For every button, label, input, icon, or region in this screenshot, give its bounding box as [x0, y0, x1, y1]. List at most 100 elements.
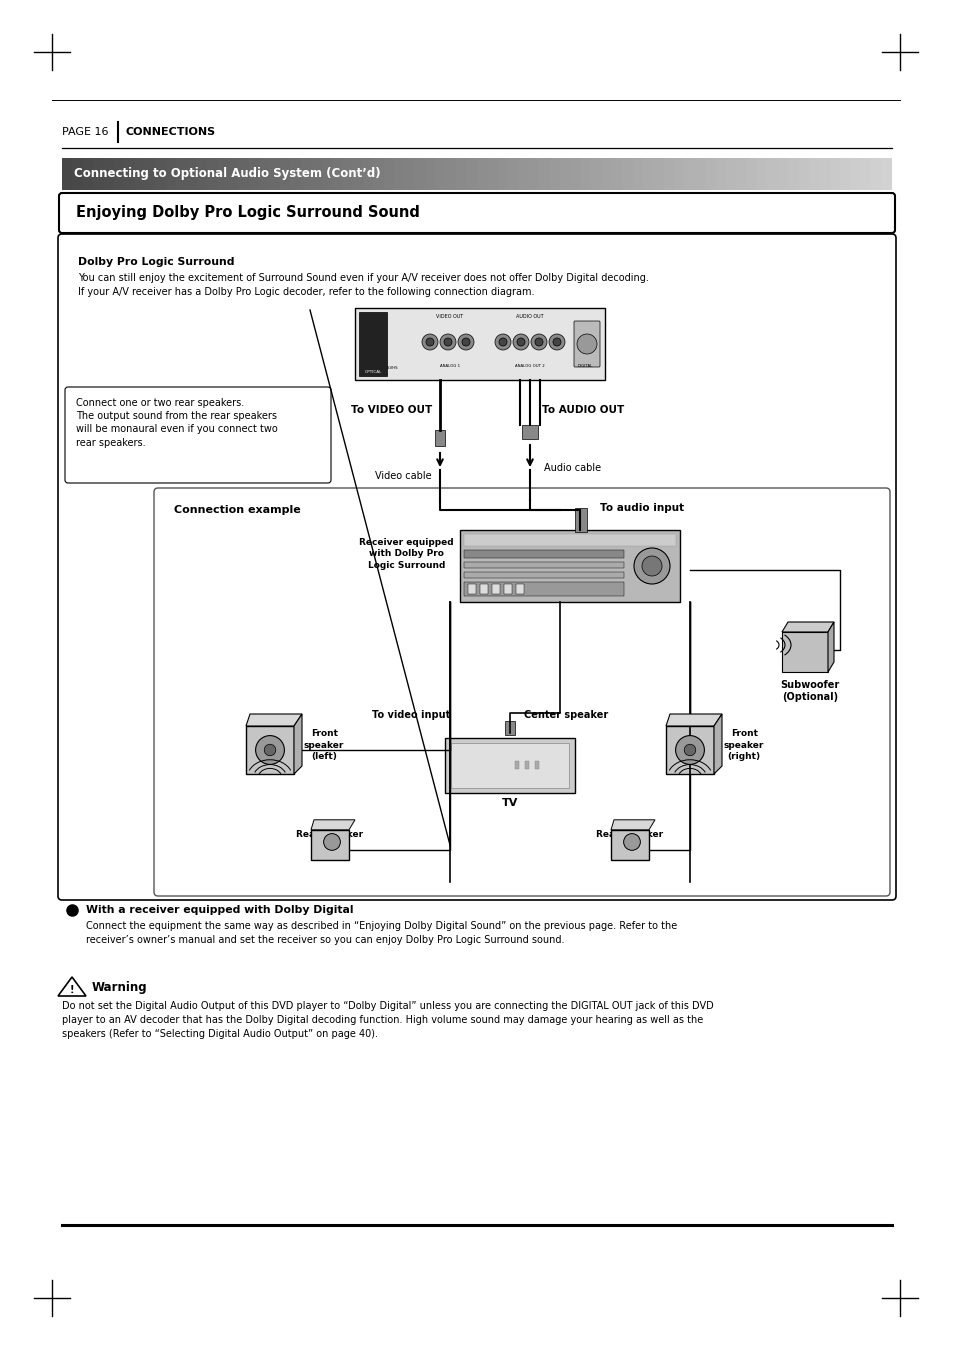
Bar	[860, 158, 871, 190]
Bar	[62, 158, 72, 190]
Bar	[451, 743, 568, 788]
Bar	[704, 158, 716, 190]
Circle shape	[641, 557, 661, 576]
Bar	[445, 158, 456, 190]
Text: You can still enjoy the excitement of Surround Sound even if your A/V receiver d: You can still enjoy the excitement of Su…	[78, 273, 648, 282]
Bar	[808, 158, 819, 190]
Bar	[463, 550, 623, 558]
Text: Connect the equipment the same way as described in “Enjoying Dolby Digital Sound: Connect the equipment the same way as de…	[86, 921, 677, 931]
Bar	[736, 158, 746, 190]
Bar	[394, 158, 404, 190]
Circle shape	[264, 744, 275, 755]
Bar	[435, 158, 446, 190]
Circle shape	[495, 334, 511, 350]
Bar	[492, 584, 499, 594]
Text: To audio input: To audio input	[599, 503, 683, 513]
Bar	[290, 158, 301, 190]
Bar	[352, 158, 363, 190]
Text: !: !	[70, 985, 74, 994]
Polygon shape	[610, 820, 655, 830]
Bar	[332, 158, 342, 190]
Bar	[521, 426, 537, 439]
Polygon shape	[781, 632, 827, 671]
FancyBboxPatch shape	[59, 193, 894, 232]
Bar	[72, 158, 83, 190]
Text: Front
speaker
(left): Front speaker (left)	[304, 730, 344, 761]
Bar	[767, 158, 778, 190]
Bar	[246, 725, 294, 774]
Bar	[850, 158, 861, 190]
Circle shape	[439, 334, 456, 350]
Text: Connect one or two rear speakers.
The output sound from the rear speakers
will b: Connect one or two rear speakers. The ou…	[76, 399, 277, 447]
Text: Audio cable: Audio cable	[543, 463, 600, 473]
Bar	[103, 158, 114, 190]
Circle shape	[623, 834, 639, 850]
Bar	[279, 158, 291, 190]
Text: To VIDEO OUT: To VIDEO OUT	[351, 405, 432, 415]
Bar	[456, 158, 467, 190]
Bar	[373, 158, 384, 190]
Bar	[819, 158, 829, 190]
Text: Rear speaker
(left): Rear speaker (left)	[296, 830, 363, 850]
Bar	[757, 158, 767, 190]
Bar	[746, 158, 757, 190]
Circle shape	[634, 549, 669, 584]
Bar	[559, 158, 570, 190]
Circle shape	[675, 735, 703, 765]
Bar	[83, 158, 93, 190]
Circle shape	[553, 338, 560, 346]
Bar	[632, 158, 643, 190]
Bar	[463, 571, 623, 578]
Bar	[610, 830, 648, 861]
Bar	[528, 158, 539, 190]
Bar	[504, 721, 515, 735]
Bar	[238, 158, 249, 190]
Bar	[124, 158, 135, 190]
Text: With a receiver equipped with Dolby Digital: With a receiver equipped with Dolby Digi…	[86, 905, 354, 915]
Text: Front
speaker
(right): Front speaker (right)	[723, 730, 763, 761]
Bar	[674, 158, 684, 190]
FancyBboxPatch shape	[574, 322, 599, 367]
Circle shape	[577, 334, 597, 354]
Bar	[787, 158, 799, 190]
Text: Subwoofer
(Optional): Subwoofer (Optional)	[780, 680, 839, 703]
FancyBboxPatch shape	[153, 488, 889, 896]
Circle shape	[498, 338, 506, 346]
Bar	[870, 158, 882, 190]
Text: ANALOG OUT 2: ANALOG OUT 2	[515, 363, 544, 367]
Bar	[516, 584, 523, 594]
Text: player to an AV decoder that has the Dolby Digital decoding function. High volum: player to an AV decoder that has the Dol…	[62, 1015, 702, 1025]
Bar	[186, 158, 197, 190]
Bar	[311, 158, 321, 190]
FancyBboxPatch shape	[65, 386, 331, 484]
Bar	[355, 308, 604, 380]
Bar	[383, 158, 395, 190]
Bar	[601, 158, 612, 190]
Bar	[134, 158, 146, 190]
Text: To video input: To video input	[372, 711, 450, 720]
Circle shape	[683, 744, 695, 755]
Circle shape	[461, 338, 470, 346]
Text: PAGE 16: PAGE 16	[62, 127, 109, 136]
Bar	[621, 158, 633, 190]
Bar	[840, 158, 850, 190]
Bar	[549, 158, 560, 190]
Bar	[777, 158, 788, 190]
Bar	[113, 158, 125, 190]
Bar	[684, 158, 695, 190]
Bar	[503, 584, 512, 594]
Text: Center speaker: Center speaker	[523, 711, 608, 720]
Bar	[217, 158, 229, 190]
FancyBboxPatch shape	[58, 234, 895, 900]
Bar	[468, 584, 476, 594]
Polygon shape	[311, 820, 355, 830]
Bar	[538, 158, 550, 190]
Bar	[508, 158, 518, 190]
Text: AUDIO OUT: AUDIO OUT	[516, 313, 543, 319]
Bar	[463, 534, 676, 546]
Bar	[300, 158, 312, 190]
Bar	[663, 158, 674, 190]
Text: Dolby Pro Logic Surround: Dolby Pro Logic Surround	[78, 257, 234, 267]
Text: Connection example: Connection example	[173, 505, 300, 515]
Polygon shape	[827, 621, 833, 671]
